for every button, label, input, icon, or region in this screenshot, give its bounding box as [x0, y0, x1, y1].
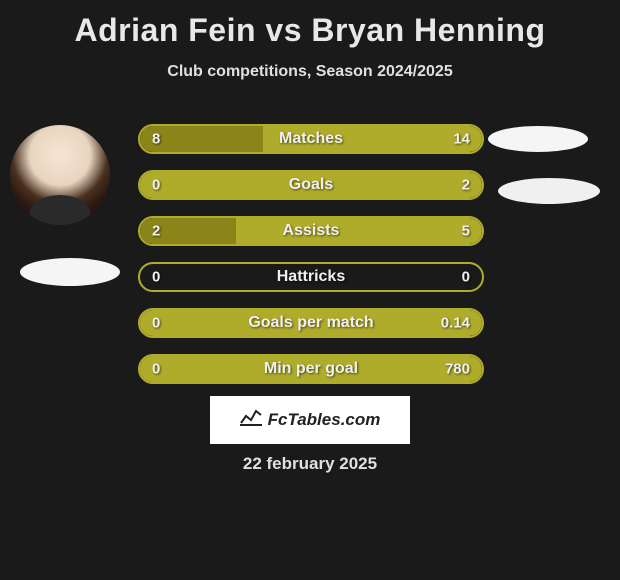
branding-box: FcTables.com: [210, 396, 410, 444]
stat-value-left: 0: [152, 361, 160, 378]
stat-value-right: 5: [462, 223, 470, 240]
stat-value-left: 2: [152, 223, 160, 240]
stat-label: Goals per match: [140, 314, 482, 332]
stat-bar: Assists2 5: [138, 216, 484, 246]
stat-value-right: 2: [462, 177, 470, 194]
stats-bars: Matches814Goals02Assists25Hattricks00Goa…: [138, 124, 484, 400]
stat-label: Hattricks: [140, 268, 482, 286]
stat-bar: Hattricks0 0: [138, 262, 484, 292]
player2-team-badge-2: [498, 178, 600, 204]
player1-team-badge: [20, 258, 120, 286]
stat-bar: Goals0 2: [138, 170, 484, 200]
stat-bar: Goals per match0 0.14: [138, 308, 484, 338]
stat-value-left: 0: [152, 269, 160, 286]
stat-value-left: 0: [152, 315, 160, 332]
chart-icon: [240, 408, 262, 432]
stat-bar: Min per goal0 780: [138, 354, 484, 384]
stat-value-left: 0: [152, 177, 160, 194]
stat-label: Min per goal: [140, 360, 482, 378]
stat-value-right: 0.14: [441, 315, 470, 332]
player1-avatar: [10, 125, 110, 225]
stat-value-right: 14: [453, 131, 470, 148]
stat-label: Matches: [140, 130, 482, 148]
stat-label: Assists: [140, 222, 482, 240]
date-text: 22 february 2025: [0, 454, 620, 474]
stat-label: Goals: [140, 176, 482, 194]
page-subtitle: Club competitions, Season 2024/2025: [0, 63, 620, 81]
stat-value-right: 780: [445, 361, 470, 378]
stat-bar: Matches8 14: [138, 124, 484, 154]
stat-value-left: 8: [152, 131, 160, 148]
stat-value-right: 0: [462, 269, 470, 286]
branding-text: FcTables.com: [268, 410, 381, 430]
player2-team-badge-1: [488, 126, 588, 152]
page-title: Adrian Fein vs Bryan Henning: [0, 0, 620, 49]
